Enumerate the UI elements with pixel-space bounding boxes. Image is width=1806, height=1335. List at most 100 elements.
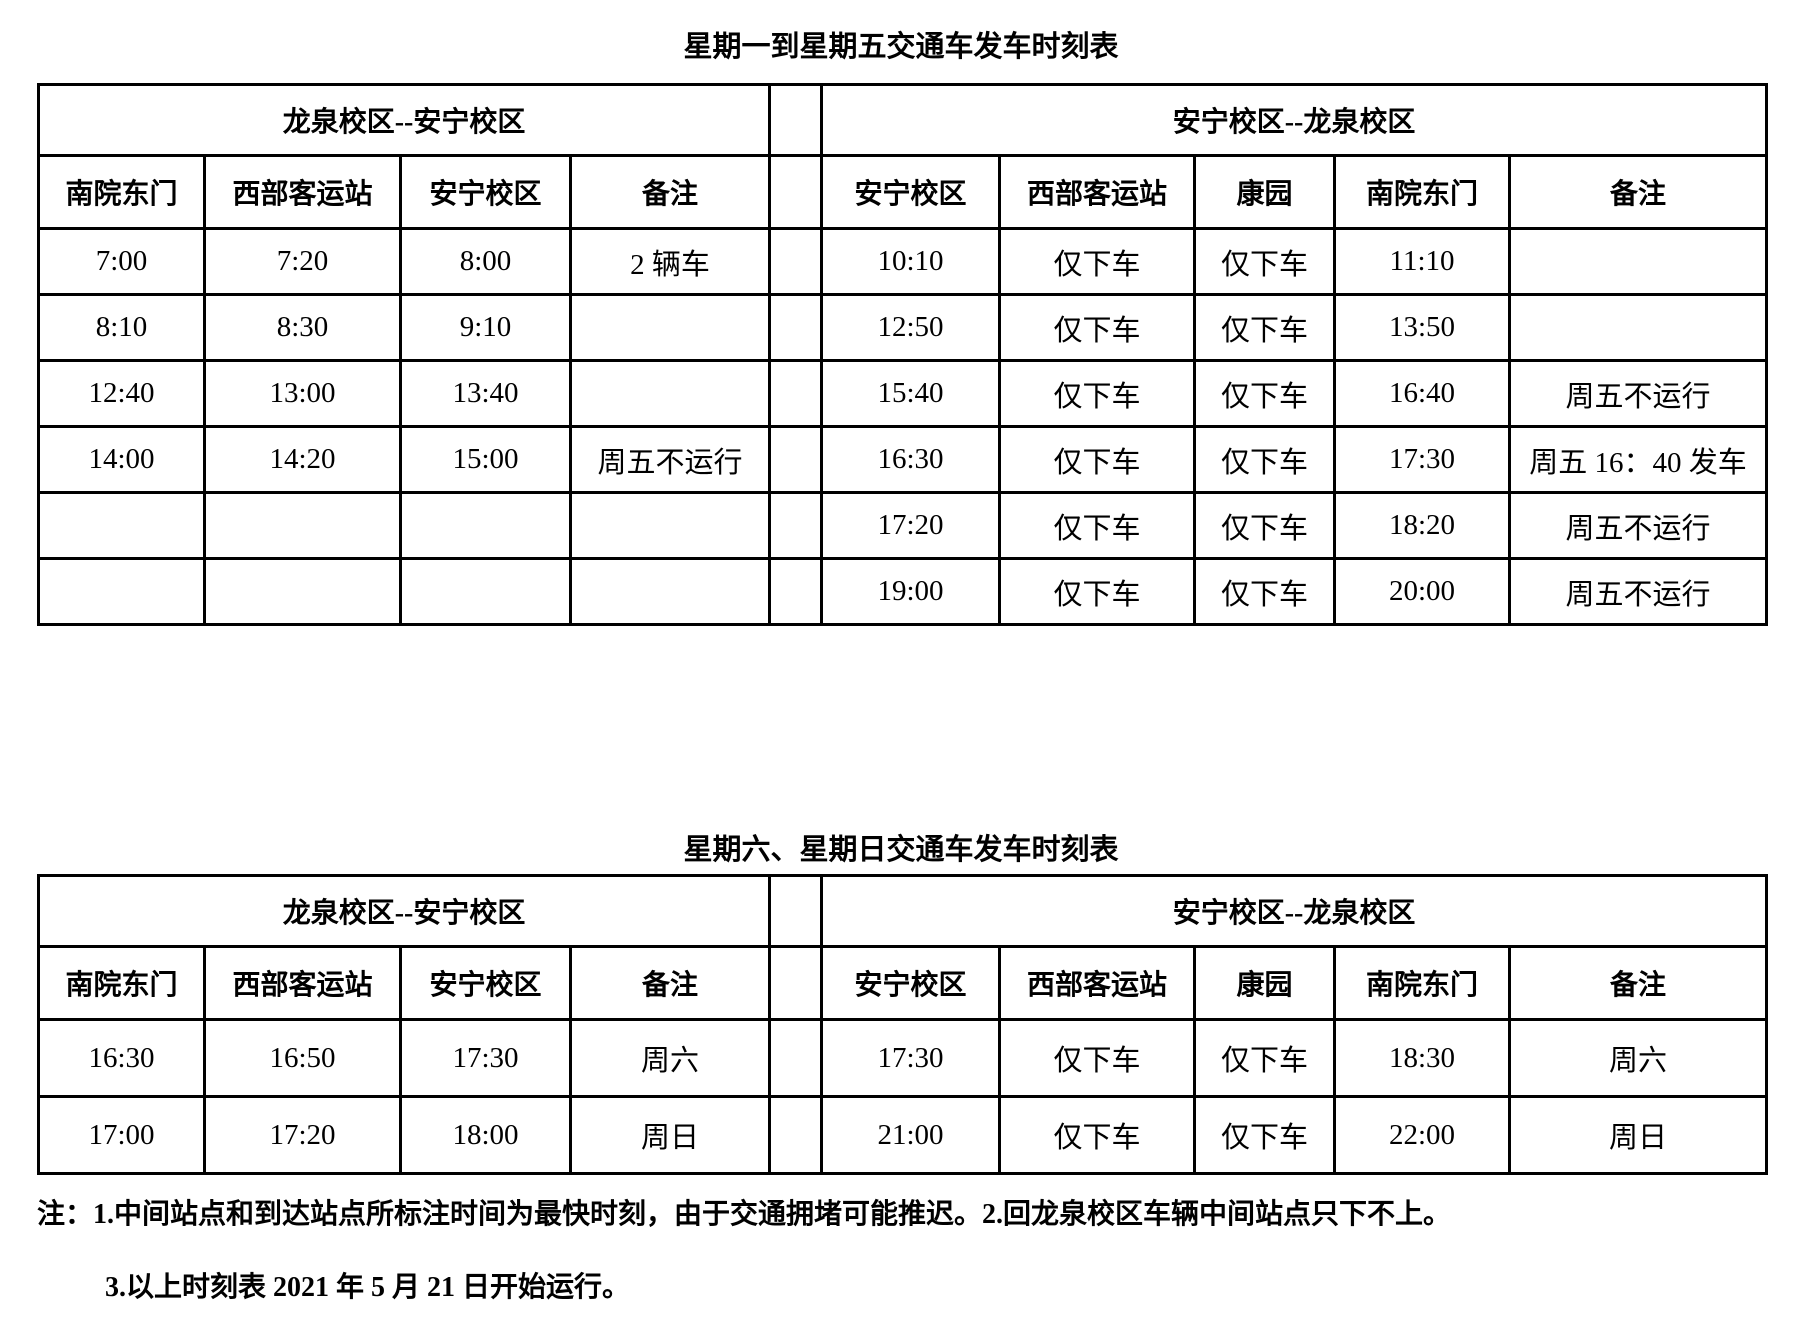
time-cell <box>399 491 572 560</box>
remark-cell <box>568 293 772 362</box>
separator-cell <box>768 557 824 626</box>
stop-note-cell: 仅下车 <box>998 1018 1197 1098</box>
time-cell: 17:30 <box>399 1018 572 1098</box>
time-cell <box>37 557 206 626</box>
remark-cell: 周六 <box>568 1018 772 1098</box>
stop-note-cell: 仅下车 <box>1193 359 1337 428</box>
time-cell: 15:40 <box>820 359 1002 428</box>
stop-note-cell: 仅下车 <box>998 293 1197 362</box>
route-header-left: 龙泉校区--安宁校区 <box>36 83 772 157</box>
separator-cell <box>768 1095 824 1175</box>
weekday-timetable-title: 星期一到星期五交通车发车时刻表 <box>683 31 1119 63</box>
time-cell: 22:00 <box>1333 1095 1512 1175</box>
time-cell: 12:50 <box>820 293 1002 362</box>
remark-cell: 周五不运行 <box>1508 491 1769 560</box>
timetable-row: 12:40 13:00 13:40 15:40 仅下车 仅下车 16:40 周五不运行 <box>37 359 1769 428</box>
remark-cell: 2 辆车 <box>568 227 772 296</box>
remark-cell <box>1508 293 1769 362</box>
time-cell: 17:00 <box>37 1095 206 1175</box>
time-cell: 17:20 <box>203 1095 402 1175</box>
time-cell: 16:30 <box>37 1018 206 1098</box>
time-cell: 7:20 <box>203 227 402 296</box>
time-cell: 12:40 <box>37 359 206 428</box>
remark-cell: 周五 16：40 发车 <box>1508 425 1769 494</box>
time-cell: 14:20 <box>203 425 402 494</box>
timetable-row: 14:00 14:20 15:00 周五不运行 16:30 仅下车 仅下车 17:30 周五 1… <box>37 425 1769 494</box>
route-header-left: 龙泉校区--安宁校区 <box>36 874 772 948</box>
stop-note-cell: 仅下车 <box>1193 1018 1337 1098</box>
station-header: 南院东门 <box>37 945 206 1021</box>
separator-cell <box>768 293 824 362</box>
timetable-row: 17:20 仅下车 仅下车 18:20 周五不运行 <box>37 491 1769 560</box>
separator-cell <box>768 359 824 428</box>
station-header: 西部客运站 <box>203 945 402 1021</box>
stop-note-cell: 仅下车 <box>998 491 1197 560</box>
route-header-right: 安宁校区--龙泉校区 <box>820 874 1769 948</box>
stop-note-cell: 仅下车 <box>1193 425 1337 494</box>
route-header-right: 安宁校区--龙泉校区 <box>820 83 1769 157</box>
remark-cell <box>568 491 772 560</box>
station-header: 南院东门 <box>37 154 206 230</box>
station-header: 南院东门 <box>1333 154 1512 230</box>
time-cell: 8:00 <box>399 227 572 296</box>
remark-cell: 周五不运行 <box>1508 359 1769 428</box>
weekend-timetable: 龙泉校区--安宁校区 安宁校区--龙泉校区 南院东门 西部客运站 安宁校区 备注 安宁校区西… <box>36 874 1769 1175</box>
station-header: 西部客运站 <box>998 154 1197 230</box>
stop-note-cell: 仅下车 <box>998 557 1197 626</box>
timetable-document: 星期一到星期五交通车发车时刻表 龙泉校区--安宁校区 安宁校区--龙泉校区 南院东门… <box>36 31 1777 1308</box>
separator-cell <box>768 425 824 494</box>
station-header: 安宁校区 <box>820 154 1002 230</box>
remark-cell: 周五不运行 <box>568 425 772 494</box>
time-cell: 16:40 <box>1333 359 1512 428</box>
time-cell <box>37 491 206 560</box>
remark-cell: 周六 <box>1508 1018 1769 1098</box>
station-header: 康园 <box>1193 945 1337 1021</box>
time-cell: 7:00 <box>37 227 206 296</box>
timetable-row: 16:30 16:50 17:30 周六 17:30 仅下车 仅下车 18:30 周六 <box>37 1018 1769 1098</box>
stop-note-cell: 仅下车 <box>1193 293 1337 362</box>
time-cell: 8:30 <box>203 293 402 362</box>
time-cell: 15:00 <box>399 425 572 494</box>
remark-cell <box>568 359 772 428</box>
footnotes: 注：1.中间站点和到达站点所标注时间为最快时刻，由于交通拥堵可能推迟。2.回龙泉… <box>37 1195 1777 1308</box>
time-cell: 11:10 <box>1333 227 1512 296</box>
time-cell: 10:10 <box>820 227 1002 296</box>
note-line-2: 3.以上时刻表 2021 年 5 月 21 日开始运行。 <box>105 1272 631 1303</box>
note-line-1: 注：1.中间站点和到达站点所标注时间为最快时刻，由于交通拥堵可能推迟。2.回龙泉… <box>37 1199 1452 1230</box>
time-cell: 9:10 <box>399 293 572 362</box>
separator-cell <box>768 227 824 296</box>
time-cell <box>399 557 572 626</box>
time-cell: 14:00 <box>37 425 206 494</box>
station-header: 南院东门 <box>1333 945 1512 1021</box>
time-cell: 8:10 <box>37 293 206 362</box>
time-cell: 17:30 <box>1333 425 1512 494</box>
timetable-row: 8:10 8:30 9:10 12:50 仅下车 仅下车 13:50 <box>37 293 1769 362</box>
time-cell <box>203 557 402 626</box>
stop-note-cell: 仅下车 <box>1193 557 1337 626</box>
time-cell: 17:30 <box>820 1018 1002 1098</box>
time-cell: 13:00 <box>203 359 402 428</box>
timetable-row: 17:00 17:20 18:00 周日 21:00 仅下车 仅下车 22:00 周日 <box>37 1095 1769 1175</box>
time-cell: 16:30 <box>820 425 1002 494</box>
timetable-row: 19:00 仅下车 仅下车 20:00 周五不运行 <box>37 557 1769 626</box>
separator-cell <box>768 874 824 948</box>
separator-cell <box>768 491 824 560</box>
separator-cell <box>768 154 824 230</box>
time-cell: 16:50 <box>203 1018 402 1098</box>
time-cell: 18:00 <box>399 1095 572 1175</box>
station-header: 备注 <box>1508 945 1769 1021</box>
remark-cell <box>1508 227 1769 296</box>
stop-note-cell: 仅下车 <box>998 359 1197 428</box>
stop-note-cell: 仅下车 <box>1193 491 1337 560</box>
time-cell: 17:20 <box>820 491 1002 560</box>
separator-cell <box>768 1018 824 1098</box>
station-header: 备注 <box>1508 154 1769 230</box>
separator-cell <box>768 945 824 1021</box>
remark-cell: 周日 <box>568 1095 772 1175</box>
station-header: 备注 <box>568 945 772 1021</box>
weekday-timetable: 龙泉校区--安宁校区 安宁校区--龙泉校区 南院东门 西部客运站 安宁校区 备注 安宁校区西… <box>36 83 1769 626</box>
weekend-timetable-title: 星期六、星期日交通车发车时刻表 <box>683 834 1119 866</box>
time-cell: 18:20 <box>1333 491 1512 560</box>
time-cell: 21:00 <box>820 1095 1002 1175</box>
time-cell <box>203 491 402 560</box>
